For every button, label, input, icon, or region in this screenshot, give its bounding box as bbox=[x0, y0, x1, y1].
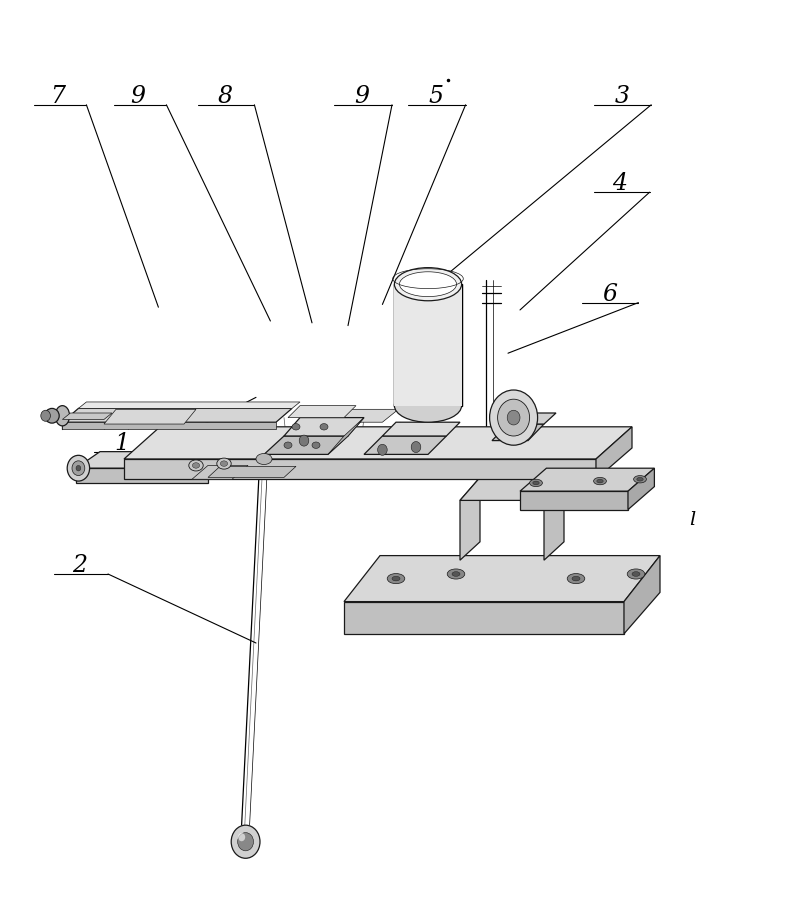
Text: 4: 4 bbox=[613, 173, 627, 195]
Ellipse shape bbox=[394, 390, 462, 423]
Polygon shape bbox=[76, 452, 232, 469]
Text: 7: 7 bbox=[50, 85, 65, 108]
Polygon shape bbox=[492, 425, 544, 441]
Polygon shape bbox=[62, 409, 292, 423]
Text: 3: 3 bbox=[615, 85, 630, 108]
Polygon shape bbox=[364, 437, 446, 455]
Polygon shape bbox=[520, 492, 628, 510]
Ellipse shape bbox=[221, 461, 228, 467]
Ellipse shape bbox=[632, 572, 640, 577]
Text: 9: 9 bbox=[354, 85, 369, 108]
Circle shape bbox=[498, 400, 530, 437]
Ellipse shape bbox=[76, 466, 81, 471]
Polygon shape bbox=[332, 410, 398, 423]
Text: 6: 6 bbox=[602, 283, 617, 305]
Ellipse shape bbox=[320, 424, 328, 430]
Polygon shape bbox=[596, 427, 632, 480]
Polygon shape bbox=[192, 466, 248, 480]
Polygon shape bbox=[520, 469, 654, 492]
Polygon shape bbox=[104, 410, 196, 425]
Text: 8: 8 bbox=[218, 85, 233, 108]
Ellipse shape bbox=[627, 570, 645, 580]
Polygon shape bbox=[344, 556, 660, 602]
Circle shape bbox=[378, 445, 387, 456]
Text: l: l bbox=[689, 510, 695, 528]
Polygon shape bbox=[124, 427, 632, 460]
Ellipse shape bbox=[312, 442, 320, 449]
Polygon shape bbox=[124, 460, 596, 480]
Polygon shape bbox=[460, 478, 480, 561]
Polygon shape bbox=[344, 602, 624, 634]
Ellipse shape bbox=[572, 577, 580, 582]
Polygon shape bbox=[76, 469, 208, 483]
Ellipse shape bbox=[637, 478, 643, 482]
Text: 2: 2 bbox=[73, 553, 87, 577]
Ellipse shape bbox=[392, 577, 400, 582]
Circle shape bbox=[411, 442, 421, 453]
Polygon shape bbox=[382, 423, 460, 437]
Ellipse shape bbox=[67, 456, 90, 482]
Circle shape bbox=[238, 833, 254, 851]
Polygon shape bbox=[78, 403, 300, 409]
Polygon shape bbox=[264, 437, 348, 455]
Ellipse shape bbox=[567, 573, 585, 584]
Polygon shape bbox=[288, 406, 356, 418]
Ellipse shape bbox=[41, 411, 50, 422]
Text: 9: 9 bbox=[130, 85, 145, 108]
Text: 1: 1 bbox=[114, 432, 129, 455]
Ellipse shape bbox=[634, 476, 646, 483]
Ellipse shape bbox=[284, 442, 292, 449]
Ellipse shape bbox=[193, 463, 200, 469]
Ellipse shape bbox=[530, 480, 542, 487]
Ellipse shape bbox=[217, 459, 231, 470]
Polygon shape bbox=[328, 418, 364, 455]
Ellipse shape bbox=[45, 409, 59, 424]
Ellipse shape bbox=[256, 454, 272, 465]
Ellipse shape bbox=[597, 480, 603, 483]
Circle shape bbox=[507, 411, 520, 425]
Ellipse shape bbox=[394, 268, 462, 301]
Text: 5: 5 bbox=[429, 85, 443, 108]
Polygon shape bbox=[544, 478, 564, 561]
Circle shape bbox=[231, 825, 260, 858]
Ellipse shape bbox=[594, 478, 606, 485]
Polygon shape bbox=[284, 418, 364, 437]
Circle shape bbox=[299, 436, 309, 447]
Ellipse shape bbox=[292, 424, 300, 430]
Circle shape bbox=[490, 391, 538, 446]
Polygon shape bbox=[62, 423, 276, 429]
Ellipse shape bbox=[452, 572, 460, 577]
Ellipse shape bbox=[72, 461, 85, 476]
Ellipse shape bbox=[447, 570, 465, 580]
Polygon shape bbox=[628, 469, 654, 510]
Polygon shape bbox=[62, 414, 112, 420]
Polygon shape bbox=[208, 467, 296, 478]
Circle shape bbox=[238, 833, 245, 842]
Ellipse shape bbox=[55, 406, 70, 426]
Polygon shape bbox=[508, 414, 556, 425]
Ellipse shape bbox=[387, 573, 405, 584]
Ellipse shape bbox=[399, 273, 457, 298]
Polygon shape bbox=[460, 478, 564, 501]
Polygon shape bbox=[394, 285, 462, 406]
Ellipse shape bbox=[189, 460, 203, 471]
Polygon shape bbox=[624, 556, 660, 634]
Ellipse shape bbox=[533, 482, 539, 485]
